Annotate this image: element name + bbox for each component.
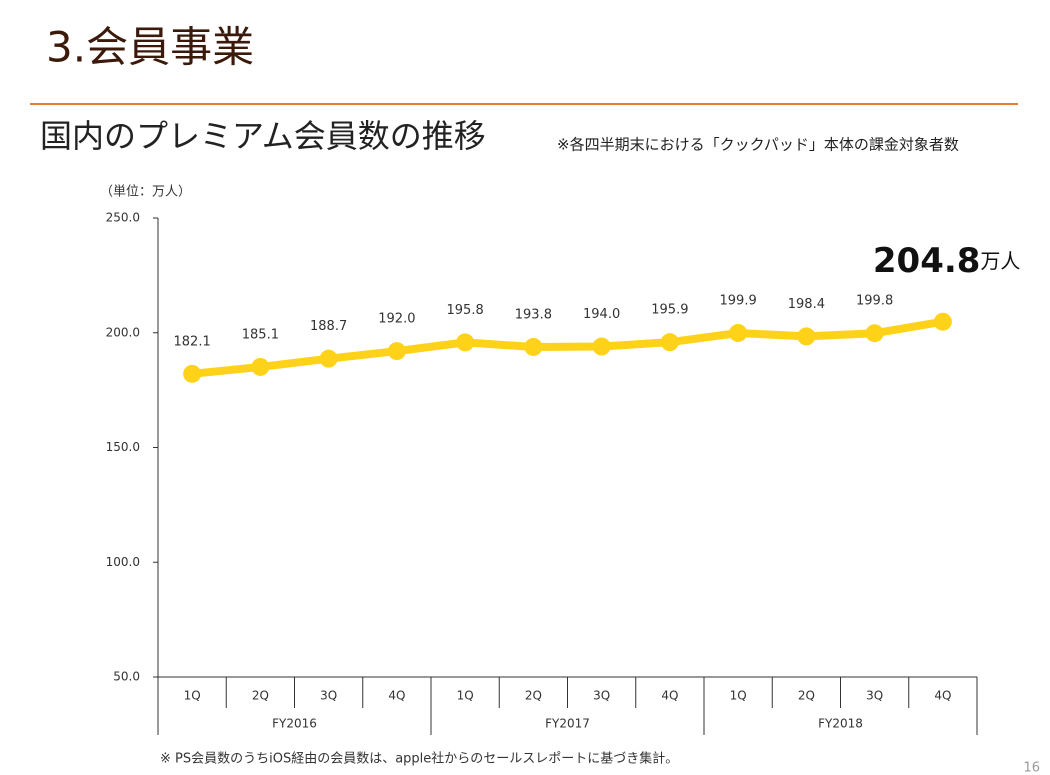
value-label: 182.1 bbox=[174, 334, 211, 349]
point bbox=[865, 324, 884, 343]
value-label-highlight: 204.8万人 bbox=[873, 241, 1021, 281]
x-tick-label: 2Q bbox=[798, 689, 815, 703]
point bbox=[592, 337, 611, 356]
point bbox=[933, 312, 952, 331]
value-label: 194.0 bbox=[583, 307, 620, 322]
x-tick-label: 4Q bbox=[934, 689, 951, 703]
value-label: 195.8 bbox=[447, 303, 484, 318]
footnote: ※ PS会員数のうちiOS経由の会員数は、apple社からのセールスレポートに基… bbox=[160, 751, 678, 767]
point bbox=[456, 333, 475, 352]
x-tick-label: 4Q bbox=[661, 689, 678, 703]
x-tick-label: 2Q bbox=[252, 689, 269, 703]
series-line bbox=[191, 317, 944, 378]
value-label: 198.4 bbox=[788, 297, 825, 312]
chart-title: 国内のプレミアム会員数の推移 bbox=[40, 117, 486, 155]
x-tick-label: 1Q bbox=[457, 689, 474, 703]
y-tick-label: 200.0 bbox=[106, 325, 140, 339]
group-label: FY2016 bbox=[272, 717, 317, 731]
chart-subtitle: ※各四半期末における「クックパッド」本体の課金対象者数 bbox=[557, 136, 959, 154]
value-label: 193.8 bbox=[515, 307, 552, 322]
value-label: 185.1 bbox=[242, 327, 279, 342]
point bbox=[183, 364, 202, 383]
point bbox=[251, 357, 270, 376]
value-unit: 万人 bbox=[980, 249, 1020, 273]
y-tick-label: 50.0 bbox=[113, 670, 140, 684]
value-label: 188.7 bbox=[310, 319, 347, 334]
point bbox=[387, 342, 406, 361]
point bbox=[524, 337, 543, 356]
x-tick-label: 2Q bbox=[525, 689, 542, 703]
header: 3.会員事業 bbox=[46, 23, 254, 72]
x-tick-label: 3Q bbox=[593, 689, 610, 703]
x-tick-label: 3Q bbox=[320, 689, 337, 703]
y-tick-label: 100.0 bbox=[106, 555, 140, 569]
value-label: 192.0 bbox=[378, 312, 415, 327]
unit-label: （単位：万人） bbox=[100, 184, 191, 200]
value-label: 199.9 bbox=[720, 293, 757, 308]
group-label: FY2018 bbox=[818, 717, 863, 731]
group-label: FY2017 bbox=[545, 717, 590, 731]
point bbox=[797, 327, 816, 346]
x-tick-label: 3Q bbox=[866, 689, 883, 703]
x-tick-label: 1Q bbox=[184, 689, 201, 703]
x-tick-label: 1Q bbox=[730, 689, 747, 703]
point bbox=[319, 349, 338, 368]
point bbox=[729, 323, 748, 342]
y-tick-label: 250.0 bbox=[106, 211, 140, 225]
value-label: 204.8 bbox=[873, 241, 981, 281]
value-label: 195.9 bbox=[651, 303, 688, 318]
point bbox=[660, 333, 679, 352]
x-tick-label: 4Q bbox=[388, 689, 405, 703]
y-tick-label: 150.0 bbox=[106, 440, 140, 454]
page-number: 16 bbox=[1023, 761, 1040, 775]
value-label: 199.8 bbox=[856, 294, 893, 309]
